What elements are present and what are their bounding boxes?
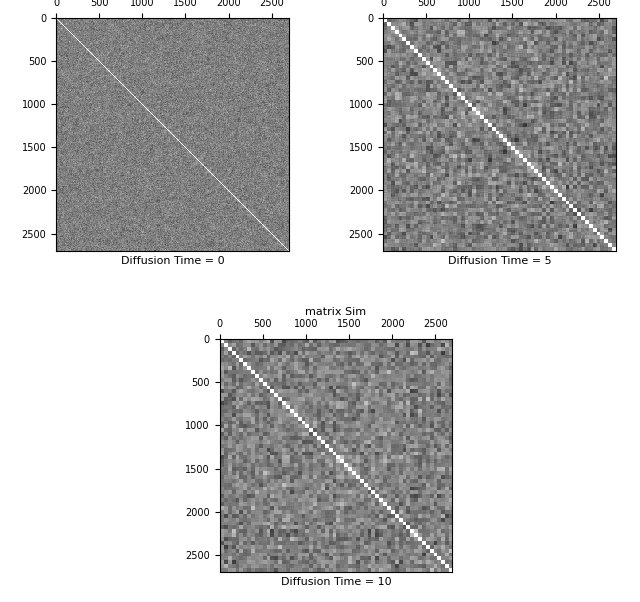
X-axis label: Diffusion Time = 0: Diffusion Time = 0 — [121, 256, 225, 266]
X-axis label: Diffusion Time = 5: Diffusion Time = 5 — [447, 256, 551, 266]
Title: matrix Sim: matrix Sim — [305, 307, 367, 317]
X-axis label: Diffusion Time = 10: Diffusion Time = 10 — [281, 577, 391, 588]
